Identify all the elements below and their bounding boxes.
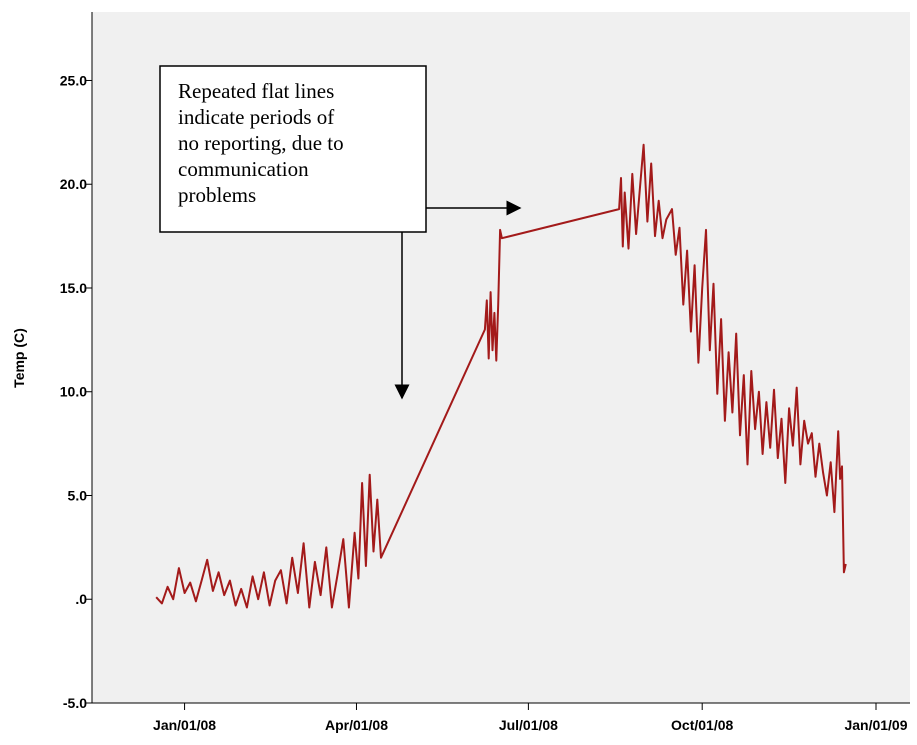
y-tick-label: 10.0	[60, 384, 87, 400]
x-tick-label: Apr/01/08	[325, 717, 388, 733]
y-tick-label: 5.0	[68, 487, 88, 503]
x-tick-label: Oct/01/08	[671, 717, 733, 733]
data-line	[155, 143, 847, 609]
annotation-line: Repeated flat lines	[178, 79, 334, 103]
annotation-line: indicate periods of	[178, 105, 334, 129]
y-tick-label: 20.0	[60, 176, 87, 192]
annotation-line: problems	[178, 183, 256, 207]
y-axis-label: Temp (C)	[11, 328, 27, 388]
annotation-box	[159, 65, 427, 233]
x-tick-label: Jan/01/08	[153, 717, 216, 733]
y-tick-label: -5.0	[63, 695, 87, 711]
annotation-line: communication	[178, 157, 309, 181]
x-tick-label: Jul/01/08	[499, 717, 558, 733]
y-tick-label: 15.0	[60, 280, 87, 296]
x-tick-label: Jan/01/09	[844, 717, 907, 733]
y-tick-label: .0	[75, 591, 87, 607]
y-tick-label: 25.0	[60, 72, 87, 88]
annotation-line: no reporting, due to	[178, 131, 344, 155]
